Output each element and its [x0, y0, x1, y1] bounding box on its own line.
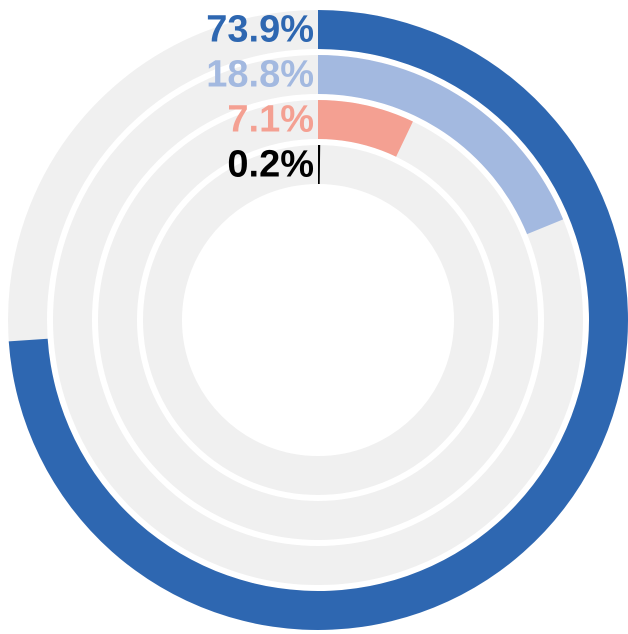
- value-label: 73.9%: [206, 9, 314, 51]
- value-label: 18.8%: [206, 54, 314, 96]
- value-label: 0.2%: [227, 144, 314, 186]
- track: [143, 145, 493, 495]
- radial-bar: [318, 145, 321, 185]
- radial-bar: [318, 100, 413, 157]
- radial-bar: [318, 55, 564, 235]
- value-label: 7.1%: [227, 99, 314, 141]
